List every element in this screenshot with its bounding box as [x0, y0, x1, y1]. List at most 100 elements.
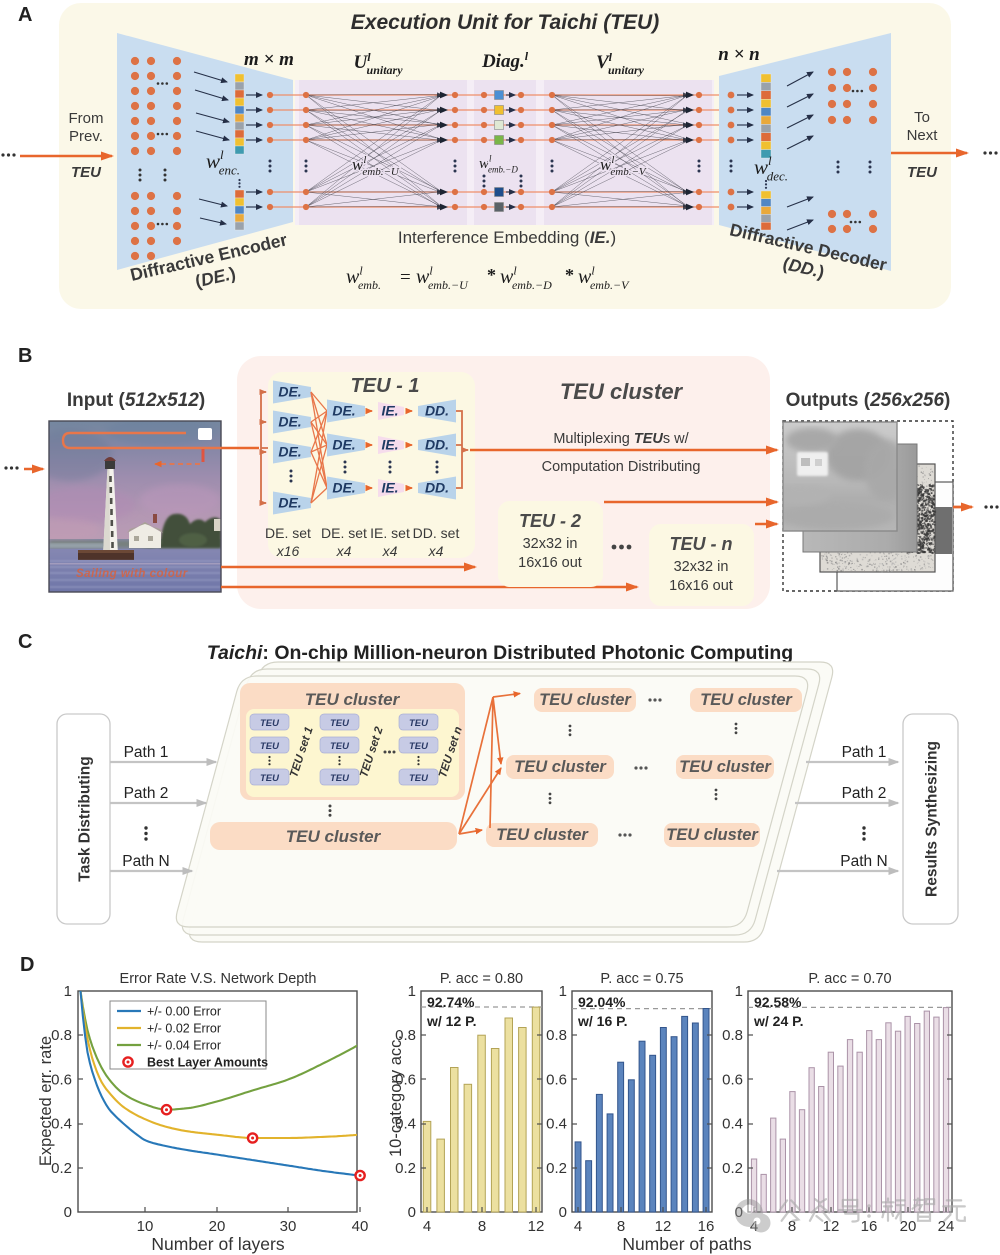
svg-text:16: 16	[698, 1218, 715, 1235]
svg-text:C: C	[18, 631, 32, 653]
svg-text:TEU: TEU	[330, 741, 350, 752]
svg-text:DE.: DE.	[278, 414, 301, 430]
svg-text:+/- 0.04 Error: +/- 0.04 Error	[147, 1039, 221, 1053]
svg-text:32x32 in: 32x32 in	[523, 536, 578, 552]
svg-text:Next: Next	[907, 127, 939, 144]
svg-text:DD. set: DD. set	[413, 525, 460, 541]
svg-text:Path 1: Path 1	[124, 744, 169, 761]
svg-text:TEU: TEU	[330, 718, 350, 729]
svg-text:4: 4	[423, 1218, 431, 1235]
svg-text:IE. set: IE. set	[370, 525, 410, 541]
svg-text:x16: x16	[276, 543, 300, 559]
svg-text:16x16 out: 16x16 out	[669, 578, 733, 594]
svg-text:*: *	[565, 265, 574, 285]
svg-text:w/ 24 P.: w/ 24 P.	[753, 1013, 804, 1029]
svg-text:0.4: 0.4	[722, 1116, 743, 1133]
svg-text:0.2: 0.2	[546, 1160, 567, 1177]
svg-text:TEU: TEU	[71, 164, 102, 181]
svg-text:DE. set: DE. set	[321, 525, 367, 541]
svg-text:+/- 0.02 Error: +/- 0.02 Error	[147, 1022, 221, 1036]
svg-text:92.04%: 92.04%	[578, 994, 626, 1010]
svg-text:40: 40	[352, 1218, 369, 1235]
svg-text:10-category acc.: 10-category acc.	[387, 1035, 405, 1157]
svg-text:1: 1	[735, 983, 743, 1000]
svg-text:0.8: 0.8	[51, 1027, 72, 1044]
svg-text:4: 4	[574, 1218, 582, 1235]
svg-text:8: 8	[617, 1218, 625, 1235]
svg-text:1: 1	[559, 983, 567, 1000]
svg-text:10: 10	[137, 1218, 154, 1235]
svg-text:TEU cluster: TEU cluster	[539, 691, 632, 709]
svg-text:0: 0	[559, 1204, 567, 1221]
svg-text:Results Synthesizing: Results Synthesizing	[924, 741, 941, 897]
svg-text:TEU: TEU	[260, 773, 280, 784]
svg-text:0.8: 0.8	[546, 1027, 567, 1044]
svg-text:x4: x4	[382, 543, 398, 559]
svg-text:0: 0	[735, 1204, 743, 1221]
svg-text:92.74%: 92.74%	[427, 994, 475, 1010]
svg-text:Best Layer Amounts: Best Layer Amounts	[147, 1056, 268, 1070]
svg-text:m × m: m × m	[244, 49, 294, 70]
svg-text:Number of paths: Number of paths	[622, 1234, 752, 1254]
svg-text:TEU cluster: TEU cluster	[700, 691, 793, 709]
svg-text:Diag.l: Diag.l	[481, 49, 529, 72]
svg-text:0.2: 0.2	[722, 1160, 743, 1177]
svg-text:x4: x4	[336, 543, 352, 559]
svg-text:DE.: DE.	[278, 444, 301, 460]
svg-text:w/ 16 P.: w/ 16 P.	[577, 1013, 628, 1029]
svg-text:0.8: 0.8	[395, 1027, 416, 1044]
svg-text:A: A	[18, 4, 32, 26]
svg-text:Execution Unit for Taichi (TEU: Execution Unit for Taichi (TEU)	[351, 11, 659, 34]
svg-text:12: 12	[655, 1218, 672, 1235]
svg-text:P. acc = 0.75: P. acc = 0.75	[600, 971, 683, 987]
svg-text:To: To	[914, 109, 930, 126]
svg-text:x4: x4	[428, 543, 444, 559]
svg-text:Task Distributing: Task Distributing	[77, 756, 94, 881]
svg-text:0: 0	[64, 1204, 72, 1221]
svg-text:TEU cluster: TEU cluster	[560, 379, 684, 404]
svg-text:0.6: 0.6	[51, 1071, 72, 1088]
svg-text:TEU cluster: TEU cluster	[666, 826, 759, 844]
svg-text:D: D	[20, 954, 34, 976]
svg-text:Prev.: Prev.	[69, 128, 103, 145]
svg-text:0.4: 0.4	[51, 1116, 72, 1133]
svg-text:Path N: Path N	[122, 853, 169, 870]
svg-text:P. acc = 0.80: P. acc = 0.80	[440, 971, 523, 987]
svg-text:TEU - 1: TEU - 1	[351, 375, 420, 397]
svg-text:B: B	[18, 345, 32, 367]
svg-text:TEU: TEU	[409, 773, 429, 784]
svg-text:24: 24	[938, 1218, 955, 1235]
svg-text:0.4: 0.4	[395, 1116, 416, 1133]
svg-text:*: *	[487, 265, 496, 285]
svg-text:DE.: DE.	[278, 495, 301, 511]
svg-text:DD.: DD.	[425, 403, 449, 419]
svg-text:Computation Distributing: Computation Distributing	[542, 459, 701, 475]
svg-text:TEU - n: TEU - n	[670, 534, 733, 554]
svg-text:Taichi: On-chip Million-neuron: Taichi: On-chip Million-neuron Distribut…	[207, 642, 793, 664]
svg-text:DE.: DE.	[278, 384, 301, 400]
svg-text:0.6: 0.6	[546, 1071, 567, 1088]
svg-text:TEU: TEU	[260, 718, 280, 729]
svg-text:IE.: IE.	[381, 437, 398, 453]
svg-text:Multiplexing TEUs w/: Multiplexing TEUs w/	[553, 431, 689, 447]
svg-text:Expected err. rate: Expected err. rate	[37, 1036, 55, 1166]
svg-text:30: 30	[280, 1218, 297, 1235]
svg-text:0.8: 0.8	[722, 1027, 743, 1044]
svg-text:TEU: TEU	[907, 164, 938, 181]
svg-text:16: 16	[861, 1218, 878, 1235]
svg-text:TEU: TEU	[260, 741, 280, 752]
svg-text:0.6: 0.6	[722, 1071, 743, 1088]
svg-text:4: 4	[750, 1218, 758, 1235]
svg-text:92.58%: 92.58%	[754, 994, 802, 1010]
svg-text:TEU cluster: TEU cluster	[496, 826, 589, 844]
svg-text:20: 20	[209, 1218, 226, 1235]
svg-text:TEU: TEU	[409, 718, 429, 729]
svg-text:DE. set: DE. set	[265, 525, 311, 541]
svg-text:8: 8	[788, 1218, 796, 1235]
svg-text:1: 1	[64, 983, 72, 1000]
svg-text:TEU cluster: TEU cluster	[305, 690, 401, 709]
svg-text:DE.: DE.	[332, 480, 355, 496]
